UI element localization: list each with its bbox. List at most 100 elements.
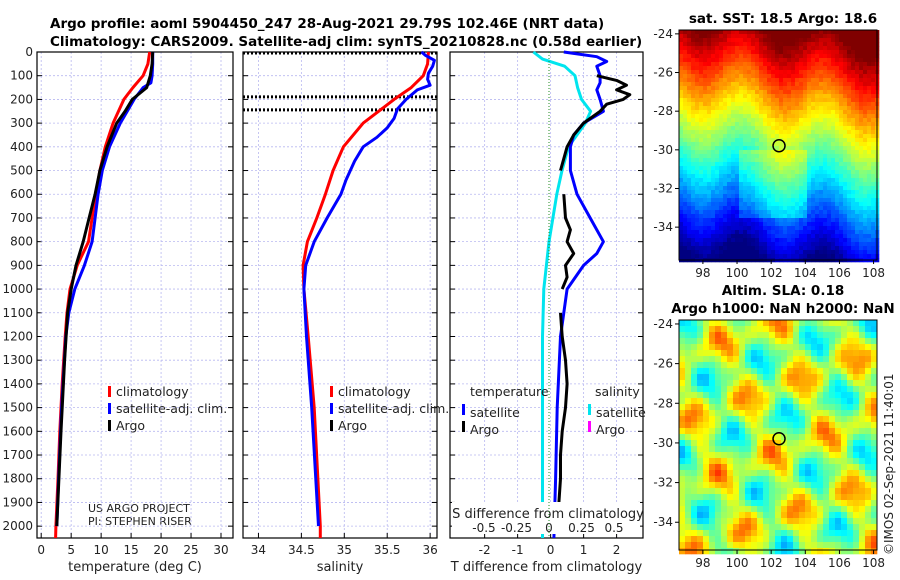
map-cell [855,66,860,71]
map-cell [791,42,796,47]
map-cell [703,410,710,417]
map-cell [819,218,824,223]
map-cell [731,162,736,167]
map-cell [751,482,758,489]
map-cell [731,222,736,227]
map-cell [721,524,728,531]
map-cell [697,404,704,411]
map-cell [859,210,864,215]
map-cell [799,170,804,175]
map-cell [695,46,700,51]
map-cell [763,66,768,71]
map-cell [771,170,776,175]
map-cell [871,500,878,507]
map-cell [751,536,758,543]
map-cell [691,482,698,489]
map-cell [775,206,780,211]
map-cell [703,458,710,465]
map-cell [815,34,820,39]
map-cell [747,126,752,131]
map-cell [827,178,832,183]
map-cell [731,62,736,67]
map-cell [755,250,760,255]
map-cell [795,166,800,171]
map-cell [853,386,860,393]
x-tick-label: 1 [580,543,588,557]
map-cell [811,374,818,381]
map-cell [721,368,728,375]
map-cell [769,410,776,417]
map-cell [823,246,828,251]
map-cell [841,320,848,327]
map-cell [819,62,824,67]
map-cell [841,506,848,513]
map-cell [751,548,758,555]
map-cell [759,186,764,191]
map-cell [771,74,776,79]
map-cell [865,374,872,381]
map-cell [831,254,836,259]
map-cell [865,446,872,453]
map-cell [771,182,776,187]
map-cell [811,404,818,411]
map-cell [867,30,872,35]
map-cell [851,162,856,167]
map-cell [727,446,734,453]
map-cell [803,190,808,195]
map-cell [703,46,708,51]
map-cell [727,94,732,99]
map-cell [757,416,764,423]
map-cell [829,428,836,435]
map-cell [739,458,746,465]
map-cell [695,194,700,199]
map-cell [835,194,840,199]
map-cell [843,34,848,39]
y-tick-label: -34 [653,515,673,529]
map-cell [767,54,772,59]
map-cell [817,506,824,513]
map-cell [807,38,812,43]
map-cell [791,178,796,183]
map-cell [807,154,812,159]
map-cell [851,118,856,123]
map-cell [835,326,842,333]
map-cell [751,500,758,507]
map-cell [871,130,876,135]
map-cell [795,190,800,195]
map-cell [839,130,844,135]
map-cell [731,114,736,119]
map-cell [715,250,720,255]
map-cell [691,58,696,63]
map-cell [699,66,704,71]
map-cell [751,222,756,227]
map-cell [679,90,684,95]
map-cell [795,170,800,175]
map-cell [795,66,800,71]
map-cell [767,250,772,255]
map-cell [827,186,832,191]
map-cell [715,186,720,191]
map-cell [851,130,856,135]
map-cell [871,320,878,327]
map-cell [807,146,812,151]
map-cell [735,166,740,171]
map-cell [759,62,764,67]
s-tick-label: 0.5 [604,521,623,535]
map-cell [783,86,788,91]
map-cell [685,512,692,519]
map-cell [811,170,816,175]
map-cell [735,54,740,59]
map-cell [757,392,764,399]
map-cell [747,250,752,255]
map-cell [863,90,868,95]
map-cell [709,434,716,441]
map-cell [769,326,776,333]
map-cell [751,174,756,179]
map-cell [683,50,688,55]
map-cell [723,38,728,43]
map-cell [743,46,748,51]
map-cell [699,186,704,191]
map-cell [827,146,832,151]
map-cell [763,210,768,215]
map-cell [799,234,804,239]
